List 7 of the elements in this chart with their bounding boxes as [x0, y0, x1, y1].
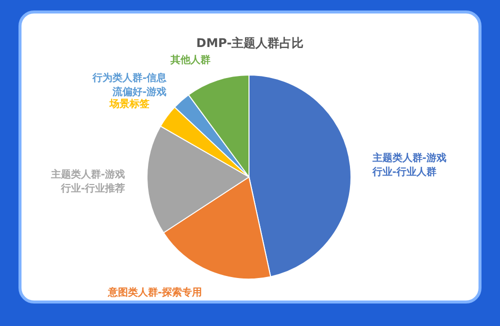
slice-label: 主题类人群-游戏行业-行业人群: [371, 152, 446, 178]
slice-label: 场景标签: [108, 98, 150, 110]
chart-title: DMP-主题人群占比: [196, 36, 304, 50]
slice-label: 主题类人群-游戏行业-行业推荐: [50, 168, 126, 195]
slice-label: 行为类人群-信息流偏好-游戏: [92, 72, 168, 98]
slice-label: 其他人群: [169, 54, 210, 66]
slice-label: 意图类人群-探索专用: [106, 286, 202, 299]
